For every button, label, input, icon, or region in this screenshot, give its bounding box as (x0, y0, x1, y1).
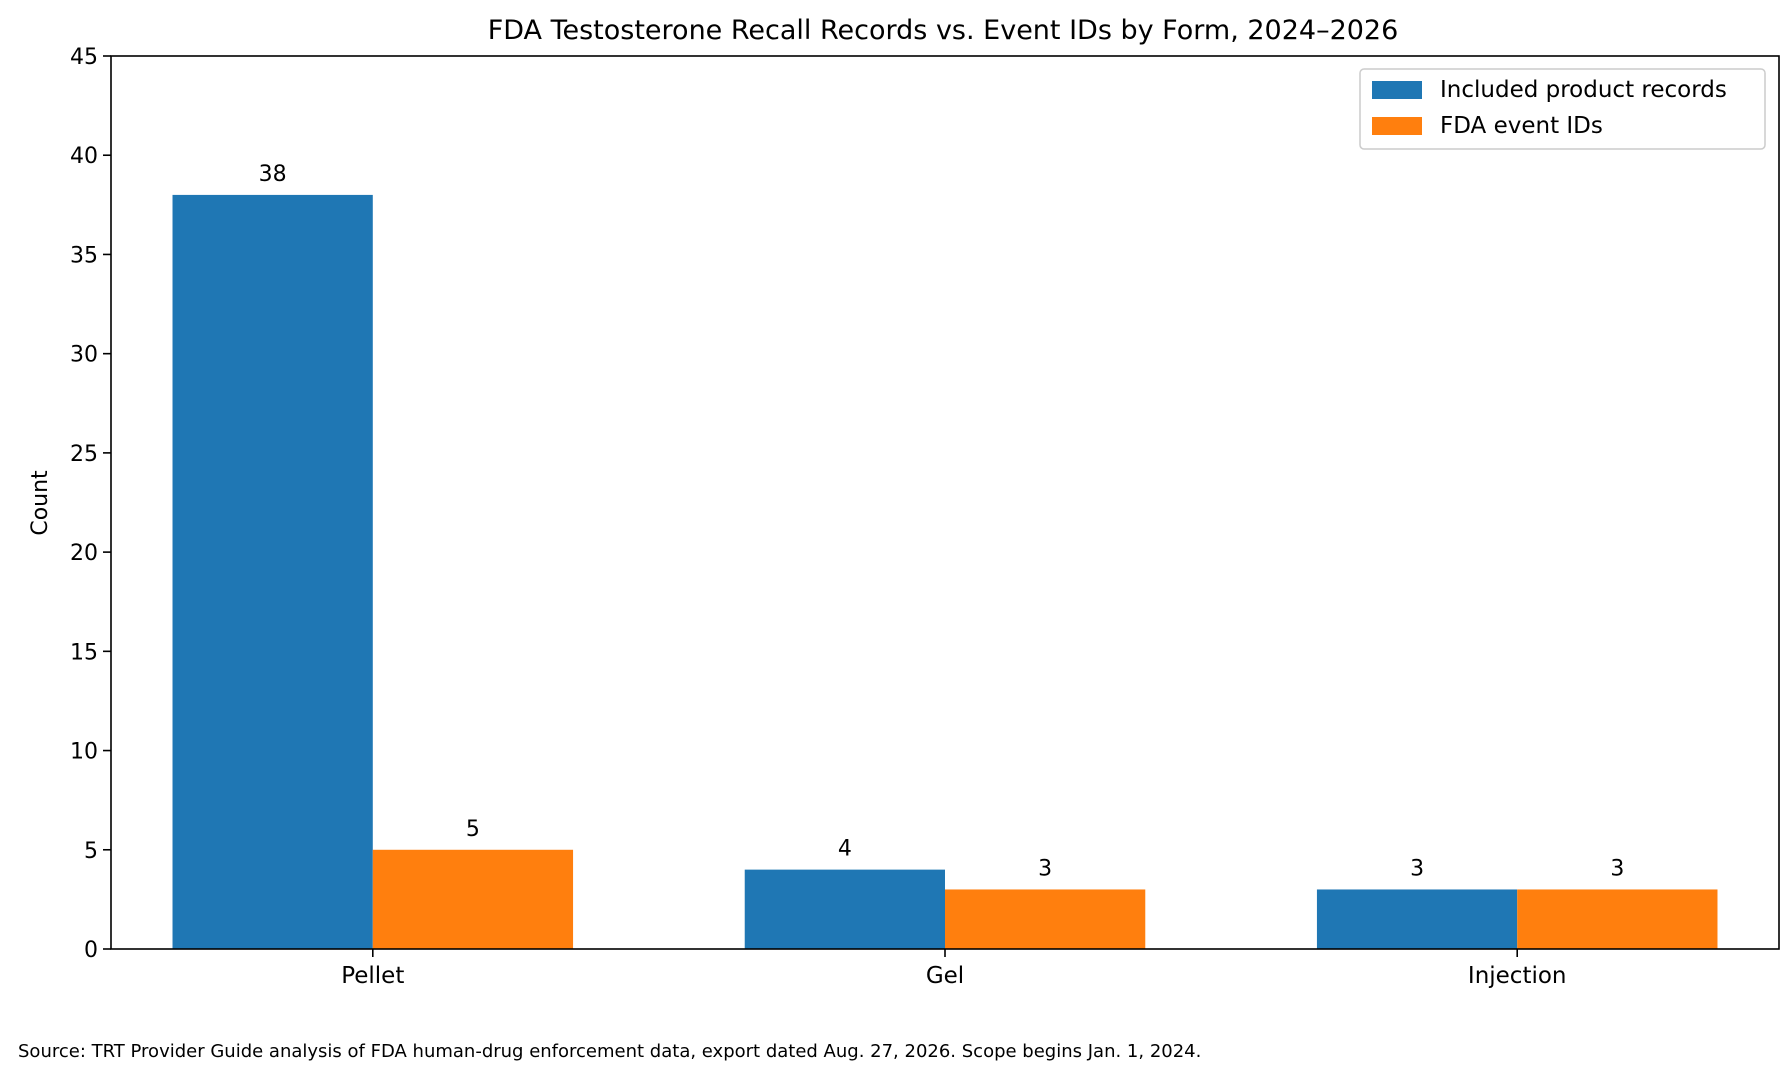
legend-box (1359, 68, 1766, 150)
chart-title: FDA Testosterone Recall Records vs. Even… (488, 15, 1399, 46)
bar-events-gel (945, 889, 1146, 949)
y-tick-label: 35 (70, 243, 98, 268)
y-tick-label: 20 (70, 541, 98, 566)
legend-label-records: Included product records (1440, 77, 1727, 103)
legend-label-events: FDA event IDs (1440, 113, 1603, 139)
data-label: 3 (1038, 856, 1052, 881)
data-label: 4 (838, 837, 852, 862)
x-tick-label-injection: Injection (1468, 963, 1567, 989)
legend-swatch-events (1372, 117, 1422, 135)
y-tick-label: 0 (84, 938, 98, 963)
source-note: Source: TRT Provider Guide analysis of F… (18, 1041, 1201, 1062)
legend: Included product records FDA event IDs (1359, 68, 1766, 150)
y-tick-label: 45 (70, 45, 98, 70)
bar-records-injection (1316, 889, 1518, 949)
bar-events-injection (1517, 889, 1718, 949)
x-tick-label-gel: Gel (926, 963, 964, 989)
data-label: 3 (1410, 856, 1424, 881)
data-label: 5 (466, 817, 480, 842)
bar-records-pellet (172, 194, 373, 949)
y-tick-label: 15 (70, 640, 98, 665)
y-tick-label: 5 (84, 839, 98, 864)
bar-events-pellet (372, 849, 574, 949)
y-tick-label: 30 (70, 343, 98, 368)
y-axis-label: Count (28, 470, 53, 536)
legend-swatch-records (1372, 81, 1422, 99)
bar-records-gel (744, 869, 945, 949)
data-label: 3 (1610, 856, 1624, 881)
y-tick-label: 40 (70, 144, 98, 169)
y-tick-label: 10 (70, 740, 98, 765)
y-tick-label: 25 (70, 442, 98, 467)
x-tick-label-pellet: Pellet (341, 963, 404, 989)
data-label: 38 (259, 162, 287, 187)
